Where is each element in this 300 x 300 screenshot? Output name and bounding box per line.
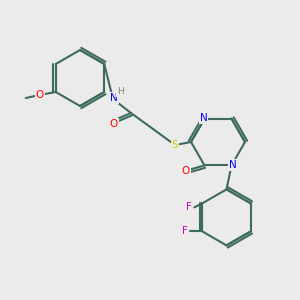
Text: H: H xyxy=(117,88,123,97)
Text: N: N xyxy=(229,160,236,170)
Text: F: F xyxy=(186,202,192,212)
Text: N: N xyxy=(110,93,118,103)
Text: O: O xyxy=(36,90,44,100)
Text: F: F xyxy=(182,226,188,236)
Text: S: S xyxy=(172,140,178,150)
Text: O: O xyxy=(182,167,190,176)
Text: N: N xyxy=(200,112,207,123)
Text: O: O xyxy=(110,119,118,129)
